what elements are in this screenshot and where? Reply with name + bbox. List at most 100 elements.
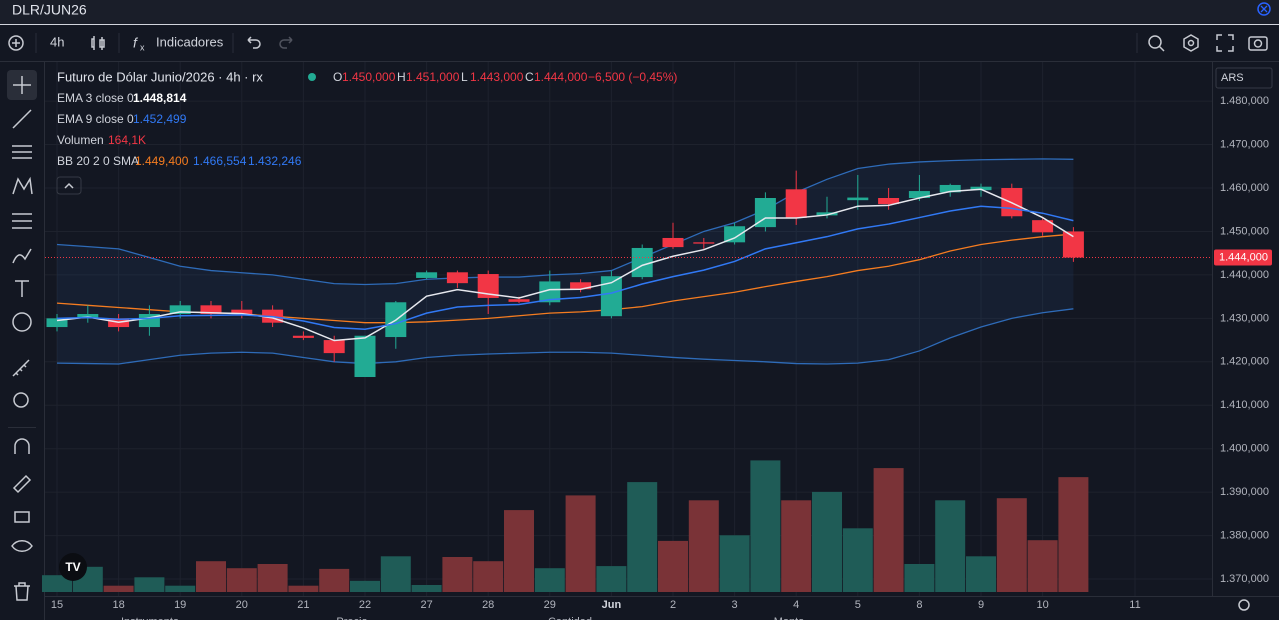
legend-value: 1.448,814 bbox=[133, 91, 187, 105]
close-button[interactable] bbox=[1257, 2, 1271, 16]
volume-bar bbox=[966, 556, 996, 592]
candle-body bbox=[662, 237, 684, 248]
indicators-button[interactable]: Indicadores bbox=[156, 34, 224, 49]
ohlc-key: L bbox=[461, 70, 468, 84]
x-tick-label: Jun bbox=[602, 599, 622, 611]
crosshair-icon bbox=[13, 76, 31, 94]
y-tick-label: 1.470,000 bbox=[1220, 138, 1269, 150]
x-tick-label: 11 bbox=[1129, 599, 1140, 611]
volume-bar bbox=[288, 585, 319, 592]
candle-body bbox=[816, 212, 838, 216]
volume-bar bbox=[812, 491, 842, 592]
volume-bar bbox=[996, 498, 1027, 592]
y-tick-label: 1.400,000 bbox=[1220, 443, 1269, 455]
x-tick-label: 29 bbox=[544, 599, 556, 611]
candle-body bbox=[46, 318, 68, 328]
ohlc-key: H bbox=[397, 70, 406, 84]
projection-tool[interactable] bbox=[12, 213, 32, 229]
y-tick-label: 1.460,000 bbox=[1220, 182, 1269, 194]
screenshot-button[interactable] bbox=[1248, 36, 1268, 51]
candle-body bbox=[446, 272, 468, 284]
interval-button[interactable]: 4h bbox=[50, 34, 64, 49]
volume-bar bbox=[350, 580, 380, 592]
x-tick-label: 22 bbox=[359, 599, 371, 611]
lock-tool[interactable] bbox=[14, 511, 30, 523]
drawing-tools bbox=[7, 70, 37, 601]
currency-box[interactable] bbox=[1215, 67, 1273, 89]
legend-value: 164,1K bbox=[108, 133, 146, 147]
candle-body bbox=[477, 274, 499, 298]
volume-bar bbox=[904, 564, 935, 592]
brush-tool[interactable] bbox=[12, 248, 32, 264]
redo-button[interactable] bbox=[279, 36, 293, 49]
x-tick-label: 15 bbox=[51, 599, 63, 611]
stay-drawing-tool[interactable] bbox=[12, 474, 32, 494]
candle-body bbox=[354, 335, 376, 378]
fullscreen-button[interactable] bbox=[1216, 34, 1234, 52]
last-price-badge bbox=[1214, 249, 1272, 266]
candle-body bbox=[416, 272, 438, 278]
hide-tool[interactable] bbox=[11, 540, 33, 552]
ruler-tool[interactable] bbox=[12, 359, 30, 377]
candle-body bbox=[508, 299, 530, 302]
legend: Futuro de Dólar Junio/2026 · 4h · rx EMA… bbox=[56, 69, 316, 195]
x-tick-label: 4 bbox=[793, 599, 799, 611]
x-tick-label: 19 bbox=[174, 599, 186, 611]
fib-tool[interactable] bbox=[12, 145, 32, 159]
volume-bar bbox=[596, 566, 627, 592]
y-tick-label: 1.410,000 bbox=[1220, 399, 1269, 411]
legend-value: 1.432,246 bbox=[248, 154, 302, 168]
settings-icon bbox=[1187, 39, 1195, 47]
x-tick-label: 27 bbox=[420, 599, 432, 611]
volume-bar bbox=[103, 585, 134, 592]
volume-bar bbox=[719, 535, 750, 592]
candle-body bbox=[1062, 231, 1084, 258]
add-symbol[interactable] bbox=[8, 35, 24, 51]
candle-body bbox=[292, 335, 314, 338]
symbol-name: Futuro de Dólar Junio/2026 · 4h · rx bbox=[57, 69, 263, 84]
magnet-tool[interactable] bbox=[14, 438, 30, 454]
x-tick-label: 20 bbox=[236, 599, 248, 611]
chart-type-button[interactable] bbox=[91, 36, 105, 50]
ohlc-value: 1.450,000 bbox=[342, 70, 396, 84]
settings-button[interactable] bbox=[1183, 34, 1199, 52]
bottom-tab: Monto bbox=[774, 616, 805, 620]
axis-settings[interactable] bbox=[1238, 599, 1250, 611]
remove-tool[interactable] bbox=[14, 582, 30, 601]
candle-body bbox=[939, 184, 961, 193]
volume-bar bbox=[442, 557, 473, 592]
bb-fill bbox=[57, 158, 1074, 364]
volume-bar bbox=[658, 540, 688, 592]
legend-name: EMA 3 close 0 bbox=[57, 91, 134, 105]
volume-bar bbox=[781, 500, 812, 592]
volume-bar bbox=[319, 568, 350, 592]
volume-bar bbox=[750, 460, 781, 592]
y-tick-label: 1.370,000 bbox=[1220, 573, 1269, 585]
volume-bar bbox=[42, 575, 72, 592]
candle-body bbox=[231, 309, 253, 315]
trendline-tool[interactable] bbox=[12, 109, 32, 129]
collapse-legend[interactable] bbox=[56, 176, 82, 195]
volume-bar bbox=[935, 500, 966, 592]
add-icon bbox=[12, 39, 20, 47]
x-tick-label: 18 bbox=[112, 599, 124, 611]
text-tool[interactable] bbox=[15, 280, 29, 297]
candle-body bbox=[908, 191, 930, 198]
ohlc-value: 1.444,000 bbox=[534, 70, 588, 84]
search-button[interactable] bbox=[1148, 35, 1162, 49]
window-title: DLR/JUN26 bbox=[12, 2, 87, 18]
volume-bar bbox=[226, 568, 257, 592]
volume-bar bbox=[534, 568, 565, 592]
y-tick-label: 1.430,000 bbox=[1220, 312, 1269, 324]
candle-body bbox=[631, 247, 653, 278]
last-price-label: 1.444,000 bbox=[1219, 251, 1268, 263]
candle-body bbox=[693, 242, 715, 244]
market-status bbox=[308, 73, 316, 81]
volume-bar bbox=[688, 500, 719, 592]
emoji-tool[interactable] bbox=[12, 312, 32, 332]
pattern-tool[interactable] bbox=[12, 176, 33, 195]
undo-button[interactable] bbox=[247, 36, 261, 49]
zoom-tool[interactable] bbox=[13, 392, 29, 408]
candle-body bbox=[169, 305, 191, 315]
